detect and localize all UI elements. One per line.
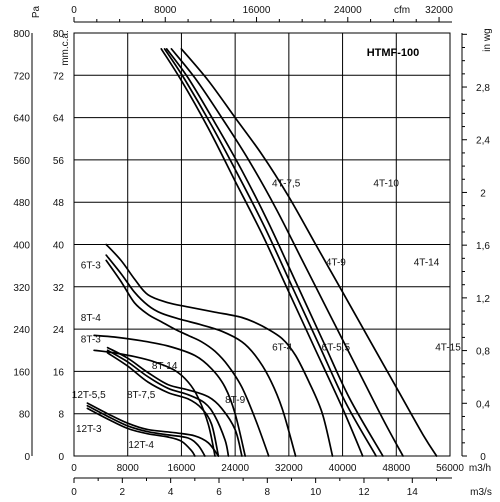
label-4t-14: 4T-14: [414, 258, 440, 269]
y-tick-mm-5: 40: [53, 241, 65, 252]
x-tick-m3h-7: 56000: [436, 463, 464, 474]
y-tick-pa-6: 480: [13, 198, 30, 209]
y-unit-inwg: in wg: [482, 28, 493, 51]
curve-12t-5-5: [86, 402, 220, 457]
x-unit-m3s: m3/s: [470, 487, 492, 498]
label-4t-15: 4T-15: [435, 342, 461, 353]
y-tick-pa-2: 160: [13, 367, 30, 378]
y-tick-mm-10: 80: [53, 29, 65, 40]
curve-12t-4: [86, 404, 206, 457]
y-tick-mm-3: 24: [53, 325, 65, 336]
label-4t-9: 4T-9: [326, 258, 346, 269]
y-tick-mm-8: 64: [53, 114, 65, 125]
x-tick-m3s-6: 12: [358, 487, 370, 498]
x-tick-m3s-1: 2: [120, 487, 126, 498]
x-tick-m3h-5: 40000: [329, 463, 357, 474]
x-tick-cfm-2: 16000: [243, 5, 271, 16]
y-tick-pa-4: 320: [13, 283, 30, 294]
label-8t-7-5: 8T-7,5: [127, 390, 156, 401]
plot-frame: [73, 32, 451, 457]
curve-labels: 4T-7,5 4T-10 4T-9 4T-14 4T-15 6T-3 6T-4 6T-5,5 8…: [72, 178, 461, 451]
y-tick-pa-7: 560: [13, 156, 30, 167]
x-tick-cfm-1: 8000: [154, 5, 177, 16]
x-tick-m3s-2: 4: [168, 487, 174, 498]
y-tick-inwg-4: 1,6: [476, 241, 490, 252]
x-tick-m3s-3: 6: [216, 487, 222, 498]
curves: [86, 48, 438, 457]
x-unit-m3h: m3/h: [469, 463, 491, 474]
y-tick-inwg-1: 0,4: [476, 399, 490, 410]
curve-6t-4: [105, 254, 297, 457]
y-tick-mm-4: 32: [53, 283, 65, 294]
y-tick-pa-10: 800: [13, 29, 30, 40]
curve-8t-7-5: [106, 352, 220, 457]
x-tick-m3h-1: 8000: [117, 463, 140, 474]
x-tick-m3h-6: 48000: [382, 463, 410, 474]
y-tick-inwg-7: 2,8: [476, 83, 490, 94]
x-tick-m3h-0: 0: [71, 463, 77, 474]
curve-8t-14: [106, 346, 243, 457]
axes: 0 8000 16000 24000 32000 40000 48000 56000 m3/h0…: [13, 5, 493, 498]
curve-4t-7-5: [160, 48, 364, 457]
curve-4t-9: [163, 48, 377, 457]
x-tick-cfm-0: 0: [71, 5, 77, 16]
y-tick-inwg-2: 0,8: [476, 347, 490, 358]
y-tick-pa-1: 80: [19, 410, 31, 421]
x-tick-cfm-4: 32000: [425, 5, 453, 16]
x-tick-m3s-5: 10: [310, 487, 322, 498]
x-tick-m3s-7: 14: [407, 487, 419, 498]
curve-4t-14: [170, 48, 404, 457]
y-unit-pa: Pa: [31, 5, 42, 18]
curve-4t-10: [165, 48, 384, 457]
y-tick-inwg-0: 0: [480, 452, 486, 463]
y-tick-pa-3: 240: [13, 325, 30, 336]
label-8t-4: 8T-4: [81, 313, 101, 324]
label-12t-3: 12T-3: [76, 424, 102, 435]
curve-6t-3: [105, 259, 270, 457]
label-6t-3: 6T-3: [81, 260, 101, 271]
label-4t-10: 4T-10: [373, 178, 399, 189]
curve-8t-4: [93, 334, 247, 457]
curve-6t-5-5: [105, 243, 334, 457]
x-tick-m3s-4: 8: [265, 487, 271, 498]
curve-4t-15: [180, 48, 438, 457]
y-tick-inwg-3: 1,2: [476, 294, 490, 305]
y-tick-pa-0: 0: [24, 452, 30, 463]
y-tick-mm-0: 0: [58, 452, 64, 463]
x-tick-m3h-4: 32000: [275, 463, 303, 474]
curve-8t-9: [106, 349, 230, 457]
y-tick-inwg-5: 2: [480, 188, 486, 199]
y-tick-mm-1: 8: [58, 410, 64, 421]
label-4t-7-5: 4T-7,5: [272, 178, 301, 189]
y-tick-mm-2: 16: [53, 367, 65, 378]
chart-title: HTMF-100: [367, 47, 420, 59]
y-tick-pa-9: 720: [13, 71, 30, 82]
curve-12t-3: [86, 407, 196, 457]
x-tick-m3s-0: 0: [71, 487, 77, 498]
label-8t-3: 8T-3: [81, 334, 101, 345]
y-unit-mm: mm.c.a.: [60, 30, 71, 66]
y-tick-pa-5: 400: [13, 241, 30, 252]
label-6t-4: 6T-4: [272, 342, 292, 353]
label-12t-4: 12T-4: [128, 440, 154, 451]
label-8t-14: 8T-14: [152, 361, 178, 372]
x-tick-cfm-3: 24000: [334, 5, 362, 16]
grid: [73, 32, 451, 457]
y-tick-pa-8: 640: [13, 114, 30, 125]
y-tick-mm-7: 56: [53, 156, 65, 167]
x-tick-m3h-2: 16000: [168, 463, 196, 474]
x-unit-cfm: cfm: [394, 5, 410, 16]
label-8t-9: 8T-9: [225, 395, 245, 406]
y-tick-mm-6: 48: [53, 198, 65, 209]
label-6t-5-5: 6T-5,5: [322, 342, 351, 353]
y-tick-mm-9: 72: [53, 71, 65, 82]
x-tick-m3h-3: 24000: [221, 463, 249, 474]
y-tick-inwg-6: 2,4: [476, 136, 490, 147]
label-12t-5-5: 12T-5,5: [72, 390, 106, 401]
